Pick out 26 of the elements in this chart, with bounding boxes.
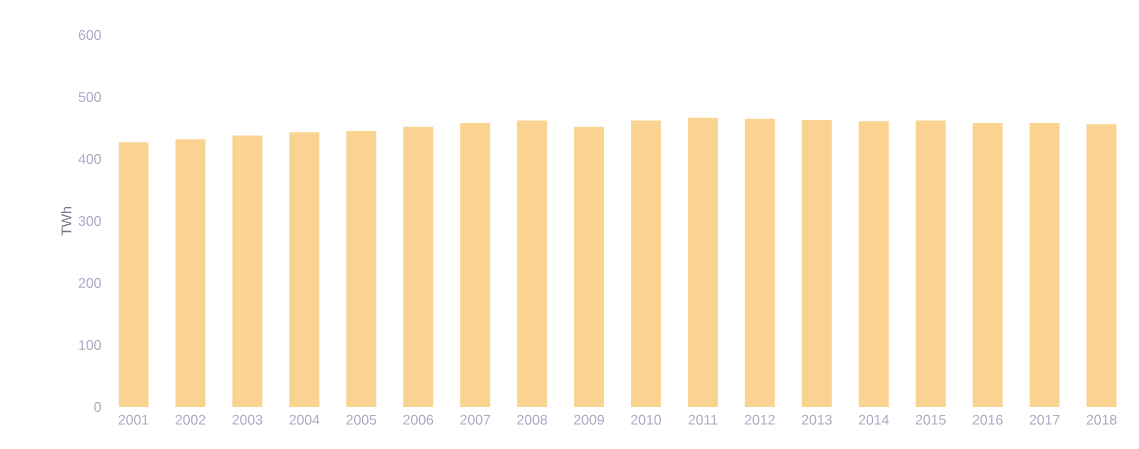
x-tick-label: 2014: [858, 414, 889, 425]
y-tick-label: 0: [94, 402, 101, 412]
x-tick-label: 2013: [801, 414, 832, 425]
x-tick-label: 2012: [745, 414, 775, 425]
y-tick-label: 100: [79, 340, 101, 350]
y-tick-label: 600: [78, 30, 101, 40]
x-tick-label: 2018: [1086, 414, 1117, 425]
y-tick-label: 300: [78, 216, 101, 226]
y-tick-label: 400: [78, 154, 101, 164]
x-tick-label: 2004: [289, 414, 320, 425]
y-tick-label: 500: [78, 92, 101, 102]
x-tick-label: 2003: [232, 414, 263, 425]
x-tick-label: 2008: [517, 414, 548, 425]
y-tick-label: 200: [78, 278, 101, 288]
x-tick-label: 2001: [118, 414, 149, 425]
x-tick-label: 2015: [915, 414, 946, 425]
x-tick-label: 2007: [460, 414, 491, 425]
y-axis-title: TWh: [61, 207, 72, 236]
x-tick-label: 2002: [175, 414, 206, 425]
x-tick-label: 2010: [631, 414, 661, 425]
x-tick-label: 2005: [346, 414, 377, 425]
x-tick-label: 2009: [574, 414, 604, 425]
x-tick-label: 2016: [972, 414, 1003, 425]
x-tick-label: 2011: [688, 414, 718, 425]
x-tick-label: 2006: [403, 414, 434, 425]
x-tick-label: 2017: [1029, 414, 1060, 425]
